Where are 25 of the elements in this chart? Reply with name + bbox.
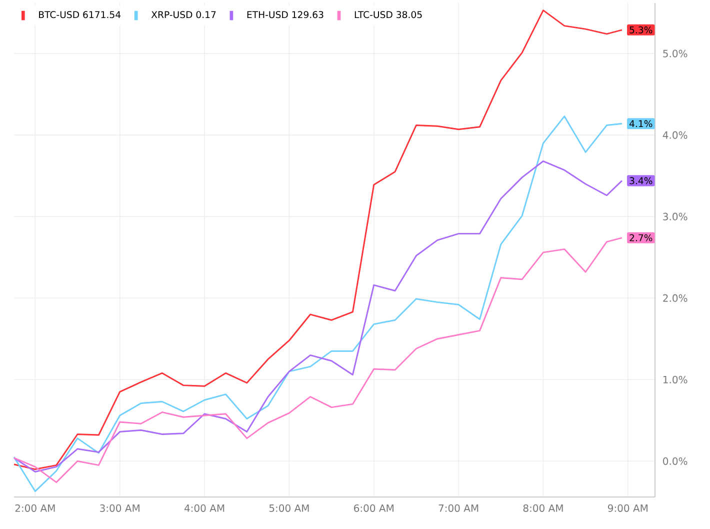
x-tick-label: 6:00 AM: [354, 504, 394, 512]
line-series: [13, 116, 623, 492]
legend-label: XRP-USD 0.17: [151, 11, 216, 18]
data-label: 5.3%: [630, 26, 652, 34]
x-tick-label: 9:00 AM: [608, 504, 648, 512]
line-series: [13, 10, 623, 470]
x-tick-label: 8:00 AM: [523, 504, 563, 512]
y-tick-label: 5.0%: [663, 50, 688, 58]
legend-label: BTC-USD 6171.54: [39, 11, 121, 18]
data-label: 3.4%: [630, 177, 652, 184]
legend-label: ETH-USD 129.63: [247, 11, 324, 18]
y-tick-label: 1.0%: [663, 376, 688, 384]
y-tick-label: 3.0%: [663, 212, 688, 220]
x-tick-label: 2:00 AM: [15, 504, 55, 512]
data-label: 2.7%: [630, 234, 652, 242]
data-label: 4.1%: [629, 120, 652, 128]
y-tick-label: 4.0%: [662, 131, 688, 139]
y-tick-label: 2.0%: [663, 294, 688, 302]
x-tick-label: 7:00 AM: [438, 504, 478, 512]
line-series: [13, 160, 623, 472]
legend-label: LTC-USD 38.05: [354, 11, 422, 18]
y-tick-label: 0.0%: [663, 457, 688, 465]
x-tick-label: 4:00 AM: [184, 504, 224, 512]
x-tick-label: 5:00 AM: [269, 504, 309, 512]
x-tick-label: 3:00 AM: [100, 504, 140, 512]
